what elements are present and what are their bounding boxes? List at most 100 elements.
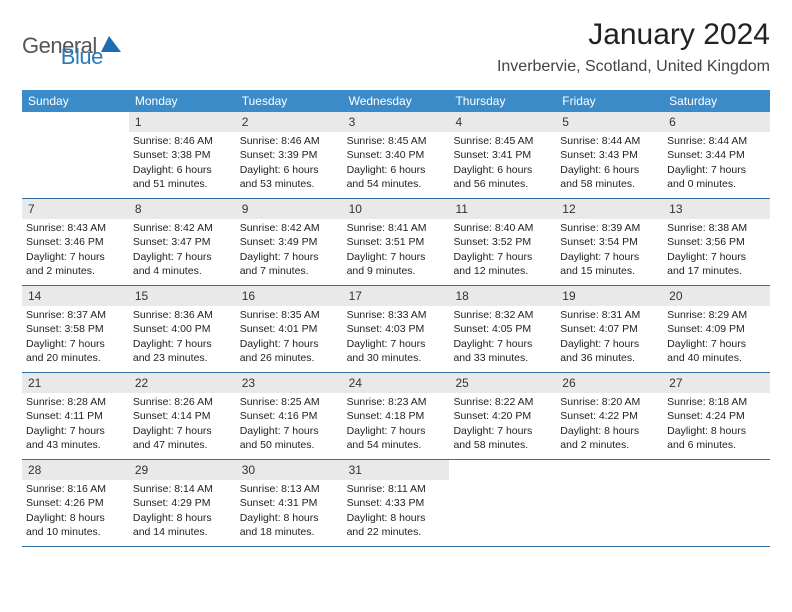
sunset-text: Sunset: 3:46 PM — [26, 235, 125, 249]
daylight-text: Daylight: 7 hours and 40 minutes. — [667, 337, 766, 365]
day-number: 15 — [129, 286, 236, 306]
sunrise-text: Sunrise: 8:32 AM — [453, 308, 552, 322]
sunset-text: Sunset: 4:33 PM — [347, 496, 446, 510]
daylight-text: Daylight: 7 hours and 47 minutes. — [133, 424, 232, 452]
day-cell: 8Sunrise: 8:42 AMSunset: 3:47 PMDaylight… — [129, 199, 236, 285]
sunrise-text: Sunrise: 8:16 AM — [26, 482, 125, 496]
day-body: Sunrise: 8:45 AMSunset: 3:40 PMDaylight:… — [343, 132, 450, 195]
logo-text-blue: Blue — [61, 44, 103, 70]
day-cell: 1Sunrise: 8:46 AMSunset: 3:38 PMDaylight… — [129, 112, 236, 198]
month-title: January 2024 — [497, 18, 770, 52]
sunset-text: Sunset: 3:44 PM — [667, 148, 766, 162]
dow-cell: Friday — [556, 90, 663, 112]
daylight-text: Daylight: 6 hours and 56 minutes. — [453, 163, 552, 191]
day-cell: 12Sunrise: 8:39 AMSunset: 3:54 PMDayligh… — [556, 199, 663, 285]
daylight-text: Daylight: 7 hours and 4 minutes. — [133, 250, 232, 278]
sunrise-text: Sunrise: 8:43 AM — [26, 221, 125, 235]
day-number: 25 — [449, 373, 556, 393]
logo-triangle-icon — [101, 36, 121, 57]
sunset-text: Sunset: 4:05 PM — [453, 322, 552, 336]
day-body: Sunrise: 8:40 AMSunset: 3:52 PMDaylight:… — [449, 219, 556, 282]
day-body: Sunrise: 8:44 AMSunset: 3:43 PMDaylight:… — [556, 132, 663, 195]
day-cell: 26Sunrise: 8:20 AMSunset: 4:22 PMDayligh… — [556, 373, 663, 459]
day-number: 19 — [556, 286, 663, 306]
dow-cell: Sunday — [22, 90, 129, 112]
day-body: Sunrise: 8:33 AMSunset: 4:03 PMDaylight:… — [343, 306, 450, 369]
day-body: Sunrise: 8:32 AMSunset: 4:05 PMDaylight:… — [449, 306, 556, 369]
sunset-text: Sunset: 3:51 PM — [347, 235, 446, 249]
day-cell: 28Sunrise: 8:16 AMSunset: 4:26 PMDayligh… — [22, 460, 129, 546]
daylight-text: Daylight: 7 hours and 9 minutes. — [347, 250, 446, 278]
sunset-text: Sunset: 3:40 PM — [347, 148, 446, 162]
daylight-text: Daylight: 8 hours and 18 minutes. — [240, 511, 339, 539]
sunset-text: Sunset: 4:00 PM — [133, 322, 232, 336]
sunrise-text: Sunrise: 8:44 AM — [667, 134, 766, 148]
day-cell: 6Sunrise: 8:44 AMSunset: 3:44 PMDaylight… — [663, 112, 770, 198]
sunrise-text: Sunrise: 8:26 AM — [133, 395, 232, 409]
dow-cell: Wednesday — [343, 90, 450, 112]
day-number: 9 — [236, 199, 343, 219]
day-body: Sunrise: 8:38 AMSunset: 3:56 PMDaylight:… — [663, 219, 770, 282]
week-row: 1Sunrise: 8:46 AMSunset: 3:38 PMDaylight… — [22, 112, 770, 199]
day-body: Sunrise: 8:13 AMSunset: 4:31 PMDaylight:… — [236, 480, 343, 543]
day-body: Sunrise: 8:16 AMSunset: 4:26 PMDaylight:… — [22, 480, 129, 543]
daylight-text: Daylight: 7 hours and 0 minutes. — [667, 163, 766, 191]
sunset-text: Sunset: 3:49 PM — [240, 235, 339, 249]
day-cell: 7Sunrise: 8:43 AMSunset: 3:46 PMDaylight… — [22, 199, 129, 285]
sunset-text: Sunset: 4:22 PM — [560, 409, 659, 423]
day-number: 14 — [22, 286, 129, 306]
day-body: Sunrise: 8:14 AMSunset: 4:29 PMDaylight:… — [129, 480, 236, 543]
sunset-text: Sunset: 4:18 PM — [347, 409, 446, 423]
day-number: 3 — [343, 112, 450, 132]
daylight-text: Daylight: 7 hours and 36 minutes. — [560, 337, 659, 365]
sunrise-text: Sunrise: 8:11 AM — [347, 482, 446, 496]
sunrise-text: Sunrise: 8:46 AM — [240, 134, 339, 148]
daylight-text: Daylight: 8 hours and 10 minutes. — [26, 511, 125, 539]
sunrise-text: Sunrise: 8:46 AM — [133, 134, 232, 148]
sunrise-text: Sunrise: 8:25 AM — [240, 395, 339, 409]
daylight-text: Daylight: 6 hours and 58 minutes. — [560, 163, 659, 191]
day-cell: 2Sunrise: 8:46 AMSunset: 3:39 PMDaylight… — [236, 112, 343, 198]
sunset-text: Sunset: 3:52 PM — [453, 235, 552, 249]
daylight-text: Daylight: 8 hours and 14 minutes. — [133, 511, 232, 539]
sunrise-text: Sunrise: 8:31 AM — [560, 308, 659, 322]
day-cell: 24Sunrise: 8:23 AMSunset: 4:18 PMDayligh… — [343, 373, 450, 459]
daylight-text: Daylight: 6 hours and 54 minutes. — [347, 163, 446, 191]
day-body: Sunrise: 8:22 AMSunset: 4:20 PMDaylight:… — [449, 393, 556, 456]
day-body: Sunrise: 8:45 AMSunset: 3:41 PMDaylight:… — [449, 132, 556, 195]
day-body: Sunrise: 8:35 AMSunset: 4:01 PMDaylight:… — [236, 306, 343, 369]
day-number: 5 — [556, 112, 663, 132]
day-number: 12 — [556, 199, 663, 219]
day-cell: 27Sunrise: 8:18 AMSunset: 4:24 PMDayligh… — [663, 373, 770, 459]
day-cell: 29Sunrise: 8:14 AMSunset: 4:29 PMDayligh… — [129, 460, 236, 546]
sunrise-text: Sunrise: 8:33 AM — [347, 308, 446, 322]
day-cell: 18Sunrise: 8:32 AMSunset: 4:05 PMDayligh… — [449, 286, 556, 372]
day-cell: 19 Sunrise: 8:31 AMSunset: 4:07 PMDayligh… — [556, 286, 663, 372]
day-number: 8 — [129, 199, 236, 219]
daylight-text: Daylight: 7 hours and 20 minutes. — [26, 337, 125, 365]
sunrise-text: Sunrise: 8:37 AM — [26, 308, 125, 322]
sunrise-text: Sunrise: 8:13 AM — [240, 482, 339, 496]
sunset-text: Sunset: 4:24 PM — [667, 409, 766, 423]
day-body: Sunrise: 8:11 AMSunset: 4:33 PMDaylight:… — [343, 480, 450, 543]
day-body: Sunrise: 8:42 AMSunset: 3:47 PMDaylight:… — [129, 219, 236, 282]
daylight-text: Daylight: 7 hours and 50 minutes. — [240, 424, 339, 452]
day-cell: 20Sunrise: 8:29 AMSunset: 4:09 PMDayligh… — [663, 286, 770, 372]
day-number: 26 — [556, 373, 663, 393]
sunrise-text: Sunrise: 8:14 AM — [133, 482, 232, 496]
day-number: 13 — [663, 199, 770, 219]
day-cell: 15Sunrise: 8:36 AMSunset: 4:00 PMDayligh… — [129, 286, 236, 372]
sunset-text: Sunset: 4:07 PM — [560, 322, 659, 336]
sunset-text: Sunset: 3:56 PM — [667, 235, 766, 249]
week-row: 28Sunrise: 8:16 AMSunset: 4:26 PMDayligh… — [22, 460, 770, 547]
sunrise-text: Sunrise: 8:38 AM — [667, 221, 766, 235]
daylight-text: Daylight: 6 hours and 51 minutes. — [133, 163, 232, 191]
day-cell: 3Sunrise: 8:45 AMSunset: 3:40 PMDaylight… — [343, 112, 450, 198]
week-row: 14Sunrise: 8:37 AMSunset: 3:58 PMDayligh… — [22, 286, 770, 373]
sunset-text: Sunset: 3:39 PM — [240, 148, 339, 162]
day-number: 7 — [22, 199, 129, 219]
sunrise-text: Sunrise: 8:23 AM — [347, 395, 446, 409]
day-cell: 4Sunrise: 8:45 AMSunset: 3:41 PMDaylight… — [449, 112, 556, 198]
daylight-text: Daylight: 7 hours and 17 minutes. — [667, 250, 766, 278]
sunrise-text: Sunrise: 8:45 AM — [347, 134, 446, 148]
